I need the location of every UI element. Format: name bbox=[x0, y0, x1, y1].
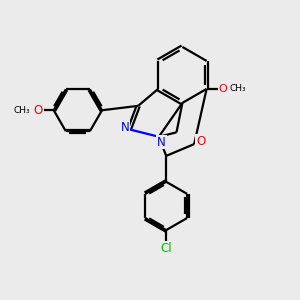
Text: N: N bbox=[121, 122, 129, 134]
Text: CH₃: CH₃ bbox=[14, 106, 30, 115]
Text: Cl: Cl bbox=[160, 242, 172, 255]
Text: N: N bbox=[157, 136, 166, 148]
Text: O: O bbox=[218, 84, 227, 94]
Text: O: O bbox=[196, 135, 205, 148]
Text: O: O bbox=[34, 104, 43, 117]
Text: CH₃: CH₃ bbox=[230, 84, 246, 93]
